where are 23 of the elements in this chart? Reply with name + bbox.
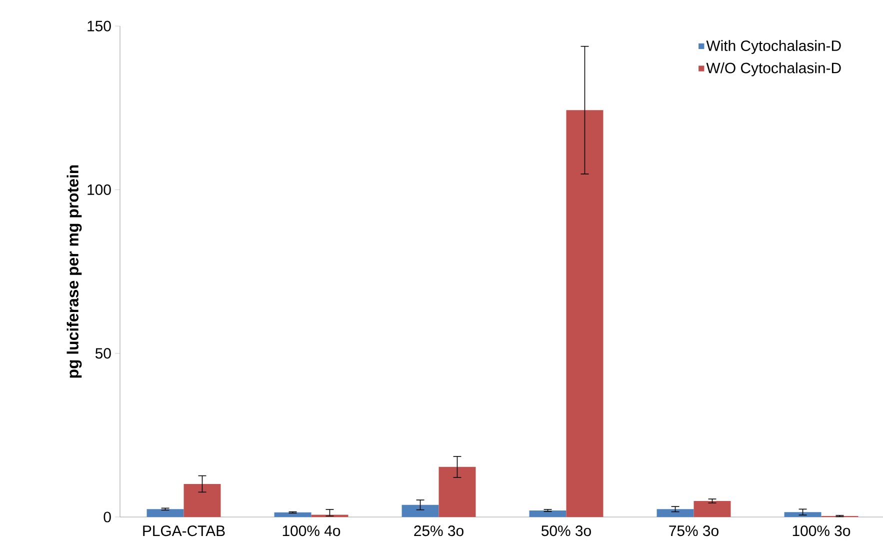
bar [146,509,184,517]
y-tick-label: 50 [95,348,111,359]
x-tick-label: 25% 3o [414,526,464,536]
bar [694,500,731,517]
y-tick-label: 0 [104,512,111,522]
y-tick-label: 150 [88,20,111,32]
y-axis-title: pg luciferase per mg protein [66,165,82,378]
bar [529,510,566,517]
bar [566,110,604,517]
bar [184,484,221,517]
legend-label: With Cytochalasin-D [706,40,841,54]
bar [438,466,476,517]
bar [402,504,439,517]
x-tick-label: 100% 3o [792,526,850,536]
x-tick-label: 50% 3o [542,526,591,536]
x-tick-label: PLGA-CTAB [143,526,225,536]
x-tick-label: 75% 3o [669,526,718,536]
legend-label: W/O Cytochalasin-D [706,62,841,76]
y-tick-label: 100 [88,184,111,195]
bar [274,512,312,517]
bar [784,512,822,517]
x-tick-label: 100% 4o [282,526,340,536]
bar [656,509,694,517]
